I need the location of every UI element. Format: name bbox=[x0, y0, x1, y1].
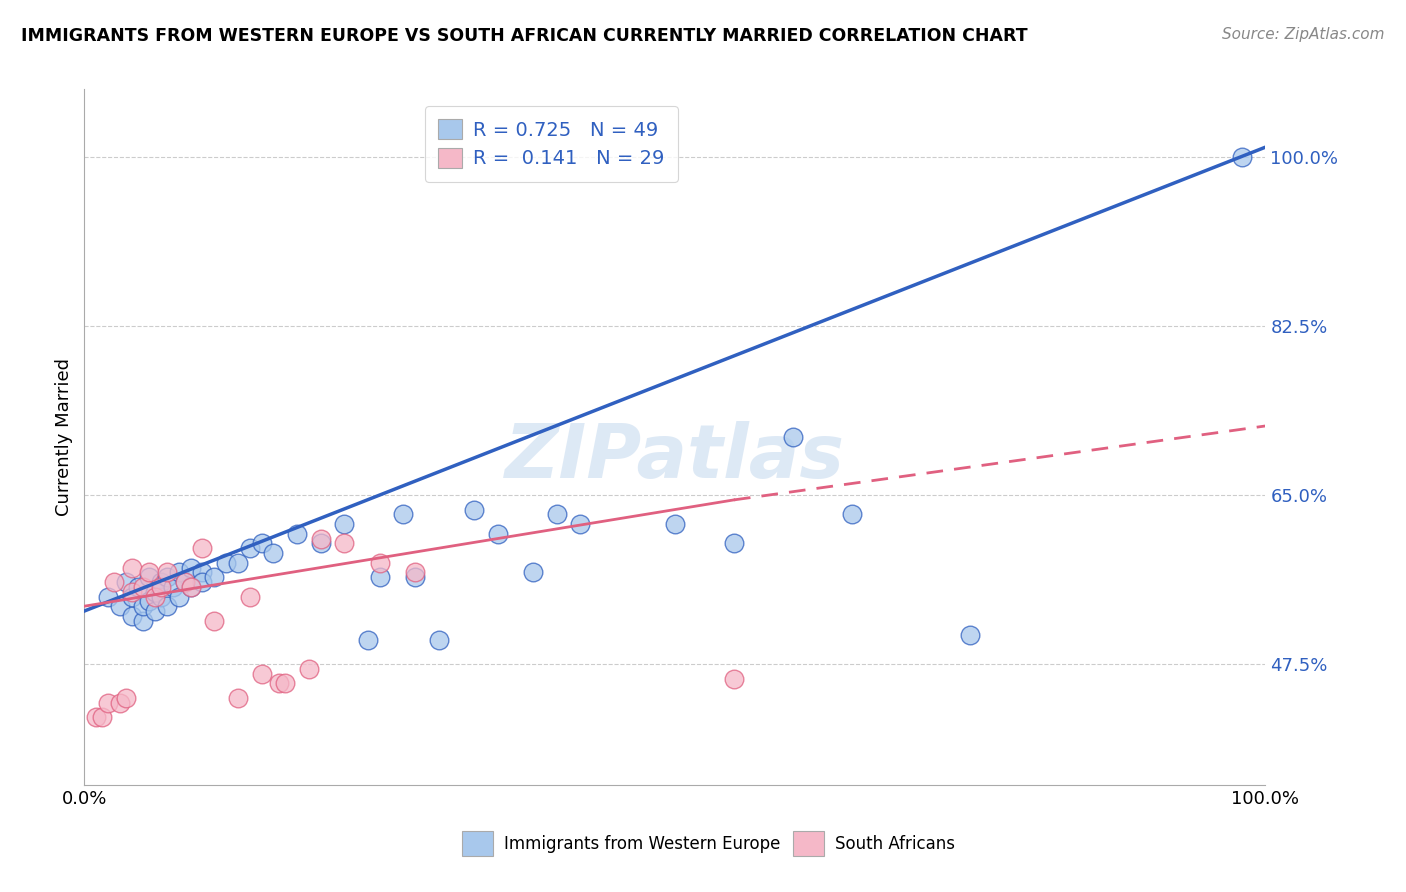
Text: Immigrants from Western Europe: Immigrants from Western Europe bbox=[505, 835, 780, 853]
Point bbox=[274, 676, 297, 690]
Point bbox=[202, 614, 225, 628]
Point bbox=[250, 666, 273, 681]
Point bbox=[138, 570, 160, 584]
Point bbox=[180, 580, 202, 594]
Text: South Africans: South Africans bbox=[835, 835, 955, 853]
Point bbox=[114, 574, 136, 589]
Text: Source: ZipAtlas.com: Source: ZipAtlas.com bbox=[1222, 27, 1385, 42]
Point bbox=[97, 696, 120, 710]
Point bbox=[841, 508, 863, 522]
Point bbox=[132, 614, 155, 628]
Point bbox=[191, 541, 214, 556]
Point bbox=[522, 566, 544, 580]
Text: ZIPatlas: ZIPatlas bbox=[505, 421, 845, 494]
Point bbox=[202, 570, 225, 584]
Point bbox=[664, 516, 686, 531]
Point bbox=[114, 691, 136, 706]
Point bbox=[138, 566, 160, 580]
Point bbox=[191, 566, 214, 580]
Point bbox=[215, 556, 238, 570]
Point bbox=[333, 516, 356, 531]
Point bbox=[285, 526, 308, 541]
Point bbox=[723, 672, 745, 686]
Point bbox=[404, 566, 426, 580]
Point bbox=[723, 536, 745, 550]
Point bbox=[180, 580, 202, 594]
Point bbox=[121, 560, 143, 574]
Point bbox=[309, 532, 332, 546]
Point bbox=[173, 574, 195, 589]
Y-axis label: Currently Married: Currently Married bbox=[55, 358, 73, 516]
Point bbox=[150, 590, 173, 604]
Point bbox=[262, 546, 284, 560]
Point bbox=[121, 584, 143, 599]
Point bbox=[108, 870, 131, 884]
Point bbox=[156, 566, 179, 580]
Point bbox=[333, 536, 356, 550]
Point bbox=[132, 599, 155, 614]
Point bbox=[368, 556, 391, 570]
Point bbox=[226, 556, 249, 570]
Point bbox=[782, 430, 804, 444]
Point bbox=[269, 676, 291, 690]
Point bbox=[239, 541, 262, 556]
Point bbox=[250, 536, 273, 550]
Point bbox=[132, 580, 155, 594]
Point bbox=[546, 508, 568, 522]
Point bbox=[84, 710, 107, 724]
Point bbox=[392, 508, 415, 522]
Point bbox=[138, 594, 160, 608]
Point bbox=[959, 628, 981, 642]
Point bbox=[108, 599, 131, 614]
Point bbox=[298, 662, 321, 676]
Point bbox=[463, 502, 485, 516]
Point bbox=[486, 526, 509, 541]
Point bbox=[167, 566, 190, 580]
Point bbox=[368, 570, 391, 584]
Point bbox=[97, 590, 120, 604]
Point bbox=[427, 633, 450, 648]
Point bbox=[180, 560, 202, 574]
Point bbox=[127, 580, 149, 594]
Point bbox=[357, 633, 380, 648]
Point bbox=[91, 710, 114, 724]
Point bbox=[143, 604, 166, 618]
Point bbox=[108, 696, 131, 710]
Point bbox=[191, 574, 214, 589]
Point bbox=[156, 570, 179, 584]
Point bbox=[239, 590, 262, 604]
Point bbox=[103, 574, 125, 589]
Point bbox=[121, 590, 143, 604]
Point bbox=[173, 574, 195, 589]
Point bbox=[309, 536, 332, 550]
Point bbox=[121, 608, 143, 623]
Point bbox=[569, 516, 592, 531]
Point bbox=[143, 584, 166, 599]
Point bbox=[167, 590, 190, 604]
Point bbox=[162, 580, 184, 594]
Point bbox=[1230, 150, 1253, 164]
Point bbox=[404, 570, 426, 584]
Point bbox=[226, 691, 249, 706]
Point bbox=[156, 599, 179, 614]
Point bbox=[150, 580, 173, 594]
Point bbox=[150, 574, 173, 589]
Legend: R = 0.725   N = 49, R =  0.141   N = 29: R = 0.725 N = 49, R = 0.141 N = 29 bbox=[425, 106, 678, 182]
Text: IMMIGRANTS FROM WESTERN EUROPE VS SOUTH AFRICAN CURRENTLY MARRIED CORRELATION CH: IMMIGRANTS FROM WESTERN EUROPE VS SOUTH … bbox=[21, 27, 1028, 45]
Point bbox=[143, 590, 166, 604]
